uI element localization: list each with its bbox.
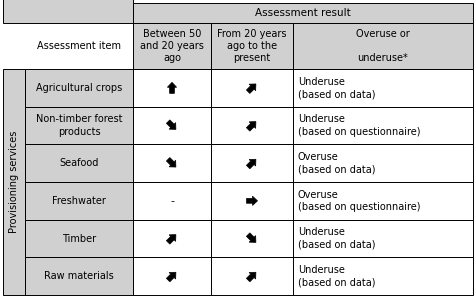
Bar [25, 182, 133, 220]
Text: Timber: Timber [62, 234, 96, 243]
Bar [133, 107, 211, 144]
Bar [211, 107, 293, 144]
Bar [293, 69, 473, 107]
Bar [133, 144, 211, 182]
Text: Agricultural crops: Agricultural crops [36, 83, 122, 93]
Text: Overuse or

underuse*: Overuse or underuse* [356, 29, 410, 63]
Bar [211, 69, 293, 107]
Polygon shape [167, 235, 176, 244]
Text: Between 50
and 20 years
ago: Between 50 and 20 years ago [140, 29, 204, 63]
Bar [211, 23, 293, 69]
Bar [3, 69, 25, 295]
Polygon shape [247, 233, 256, 242]
Bar [133, 220, 211, 257]
Text: Assessment item: Assessment item [37, 41, 121, 51]
Bar [293, 257, 473, 295]
Text: Underuse
(based on data): Underuse (based on data) [298, 227, 376, 250]
Polygon shape [167, 158, 176, 167]
Text: Provisioning services: Provisioning services [9, 131, 19, 233]
Text: Raw materials: Raw materials [44, 271, 114, 281]
Bar [133, 23, 211, 69]
Bar [211, 144, 293, 182]
Polygon shape [167, 120, 176, 129]
Bar [293, 220, 473, 257]
Bar [133, 257, 211, 295]
Bar [25, 107, 133, 144]
Polygon shape [247, 196, 258, 205]
Polygon shape [247, 272, 256, 282]
Text: Seafood: Seafood [60, 158, 99, 168]
Bar [211, 220, 293, 257]
Bar [293, 107, 473, 144]
Bar [25, 69, 133, 107]
Text: Underuse
(based on questionnaire): Underuse (based on questionnaire) [298, 114, 420, 137]
Text: Underuse
(based on data): Underuse (based on data) [298, 265, 376, 287]
Bar [211, 182, 293, 220]
Text: Overuse
(based on questionnaire): Overuse (based on questionnaire) [298, 190, 420, 212]
Bar [3, 0, 133, 23]
Polygon shape [167, 272, 176, 282]
Bar [211, 257, 293, 295]
Bar [293, 144, 473, 182]
Bar [25, 220, 133, 257]
Polygon shape [247, 122, 256, 131]
Text: Assessment result: Assessment result [255, 8, 351, 18]
Bar [25, 144, 133, 182]
Text: Non-timber forest
products: Non-timber forest products [36, 114, 122, 137]
Bar [133, 3, 473, 23]
Text: -: - [170, 196, 174, 206]
Text: From 20 years
ago to the
present: From 20 years ago to the present [217, 29, 287, 63]
Text: Underuse
(based on data): Underuse (based on data) [298, 77, 376, 99]
Polygon shape [168, 82, 177, 93]
Bar [293, 182, 473, 220]
Text: Freshwater: Freshwater [52, 196, 106, 206]
Bar [133, 69, 211, 107]
Bar [25, 257, 133, 295]
Bar [133, 182, 211, 220]
Bar [293, 23, 473, 69]
Polygon shape [247, 84, 256, 94]
Text: Overuse
(based on data): Overuse (based on data) [298, 152, 376, 174]
Polygon shape [247, 159, 256, 169]
